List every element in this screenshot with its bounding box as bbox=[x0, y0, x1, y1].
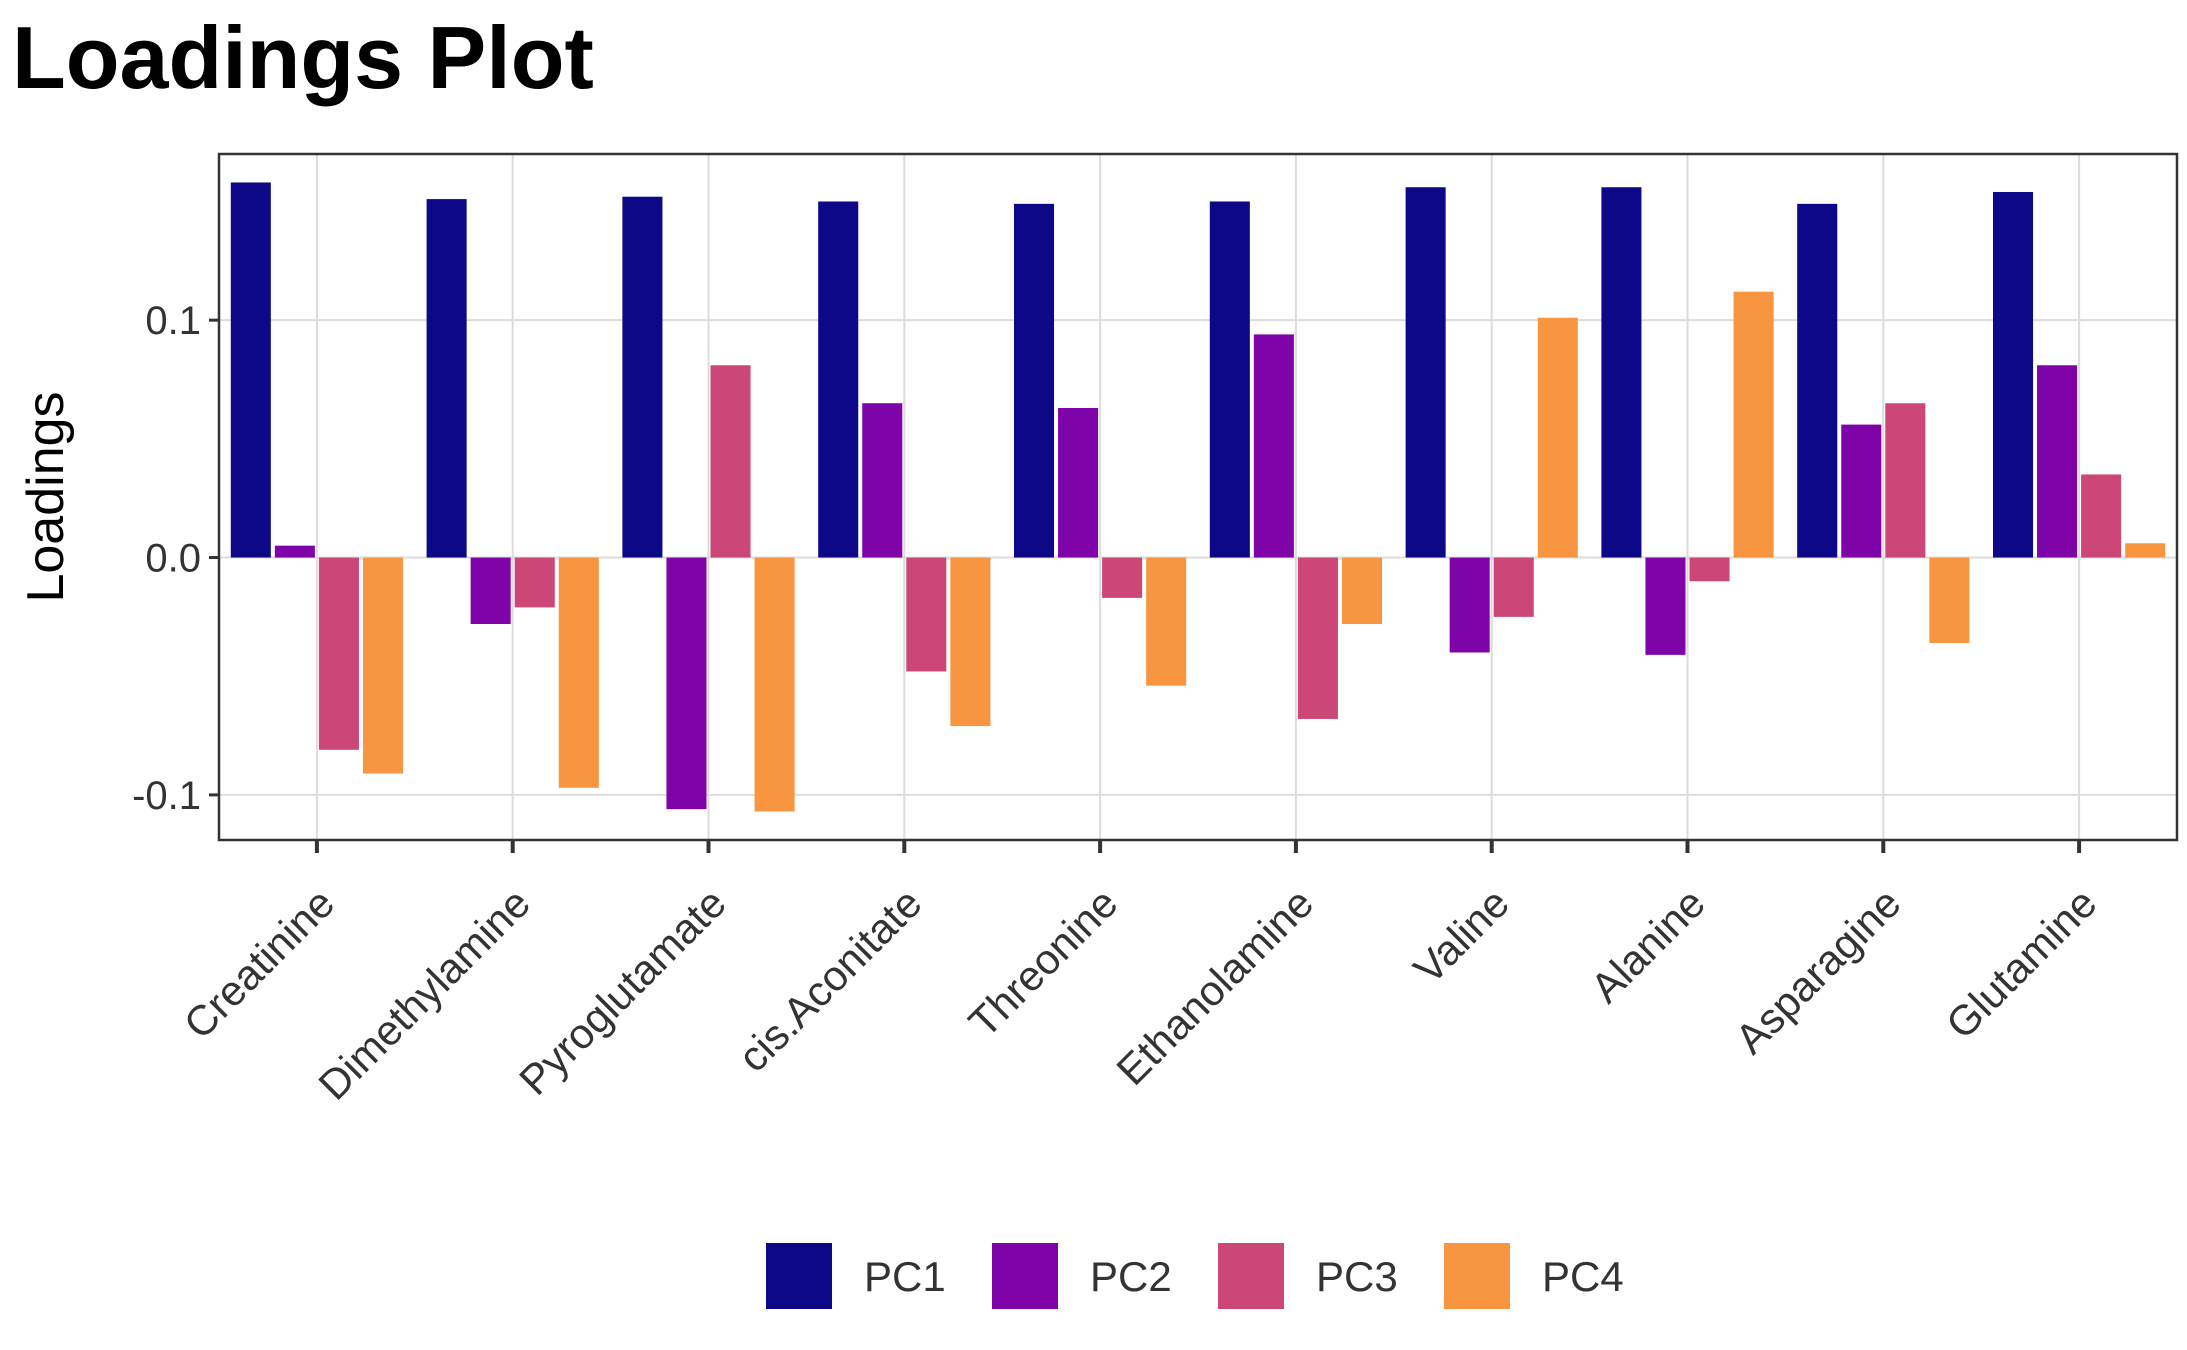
bar-pc1-cis-aconitate bbox=[818, 201, 859, 558]
y-tick-label: 0.1 bbox=[145, 299, 201, 343]
bar-pc1-ethanolamine bbox=[1209, 201, 1250, 558]
bar-pc2-ethanolamine bbox=[1253, 334, 1294, 558]
bar-pc1-dimethylamine bbox=[426, 199, 467, 558]
x-axis: CreatinineDimethylaminePyroglutamatecis.… bbox=[175, 840, 2106, 1109]
bar-pc3-creatinine bbox=[318, 557, 359, 750]
legend-label-pc1: PC1 bbox=[864, 1253, 946, 1300]
bar-pc3-threonine bbox=[1102, 557, 1143, 598]
bar-pc2-asparagine bbox=[1841, 424, 1882, 558]
x-tick-label: cis.Aconitate bbox=[729, 879, 931, 1081]
bar-pc1-valine bbox=[1405, 187, 1446, 558]
bar-pc1-pyroglutamate bbox=[622, 196, 663, 558]
legend-label-pc2: PC2 bbox=[1090, 1253, 1172, 1300]
bar-pc3-ethanolamine bbox=[1297, 557, 1338, 719]
y-axis: -0.1 0.0 0.1 bbox=[132, 299, 219, 818]
bar-pc2-pyroglutamate bbox=[666, 557, 707, 810]
bar-pc1-alanine bbox=[1601, 187, 1642, 558]
bar-pc2-glutamine bbox=[2037, 365, 2078, 558]
bar-pc3-glutamine bbox=[2081, 474, 2122, 558]
bar-pc4-ethanolamine bbox=[1341, 557, 1383, 624]
legend: PC1 PC2 PC3 PC4 bbox=[766, 1243, 1624, 1309]
bar-pc3-alanine bbox=[1689, 557, 1730, 582]
y-axis-label: Loadings bbox=[17, 391, 75, 602]
bar-pc4-threonine bbox=[1146, 557, 1187, 686]
legend-label-pc4: PC4 bbox=[1542, 1253, 1624, 1300]
x-tick-label: Threonine bbox=[959, 879, 1126, 1046]
bar-pc3-pyroglutamate bbox=[710, 365, 751, 558]
y-tick-label: -0.1 bbox=[132, 774, 201, 818]
x-tick-label: Alanine bbox=[1582, 879, 1714, 1011]
bar-pc4-valine bbox=[1537, 317, 1578, 558]
bar-pc2-valine bbox=[1449, 557, 1490, 653]
bar-pc1-creatinine bbox=[230, 182, 271, 558]
bar-pc2-alanine bbox=[1645, 557, 1686, 655]
bar-pc3-valine bbox=[1493, 557, 1534, 617]
bar-pc1-asparagine bbox=[1797, 203, 1838, 558]
bar-pc4-asparagine bbox=[1929, 557, 1970, 643]
bars bbox=[230, 182, 2166, 812]
bar-pc4-cis-aconitate bbox=[950, 557, 991, 727]
bar-pc4-alanine bbox=[1733, 291, 1774, 558]
legend-swatch-pc4 bbox=[1444, 1243, 1510, 1309]
x-tick-label: Dimethylamine bbox=[309, 879, 539, 1109]
bar-pc4-dimethylamine bbox=[558, 557, 599, 788]
bar-pc4-creatinine bbox=[362, 557, 404, 774]
bar-pc3-asparagine bbox=[1885, 403, 1926, 558]
legend-swatch-pc2 bbox=[992, 1243, 1058, 1309]
bar-pc3-dimethylamine bbox=[514, 557, 555, 608]
legend-label-pc3: PC3 bbox=[1316, 1253, 1398, 1300]
x-tick-label: Ethanolamine bbox=[1107, 879, 1322, 1094]
bar-pc2-cis-aconitate bbox=[862, 403, 903, 558]
legend-swatch-pc3 bbox=[1218, 1243, 1284, 1309]
bar-pc2-threonine bbox=[1058, 407, 1099, 558]
chart-title: Loadings Plot bbox=[12, 8, 594, 107]
y-tick-label: 0.0 bbox=[145, 537, 201, 581]
x-tick-label: Pyroglutamate bbox=[510, 879, 735, 1104]
bar-pc2-dimethylamine bbox=[470, 557, 511, 624]
bar-pc3-cis-aconitate bbox=[906, 557, 947, 672]
x-tick-label: Glutamine bbox=[1937, 879, 2106, 1048]
bar-pc1-threonine bbox=[1013, 203, 1055, 558]
legend-swatch-pc1 bbox=[766, 1243, 832, 1309]
x-tick-label: Valine bbox=[1404, 879, 1518, 993]
x-tick-label: Asparagine bbox=[1726, 879, 1909, 1062]
bar-pc4-pyroglutamate bbox=[754, 557, 795, 812]
bar-pc4-glutamine bbox=[2125, 543, 2166, 558]
bar-pc1-glutamine bbox=[1992, 191, 2034, 558]
bar-pc2-creatinine bbox=[274, 545, 315, 558]
x-tick-label: Creatinine bbox=[175, 879, 344, 1048]
plot-border bbox=[217, 152, 2179, 842]
